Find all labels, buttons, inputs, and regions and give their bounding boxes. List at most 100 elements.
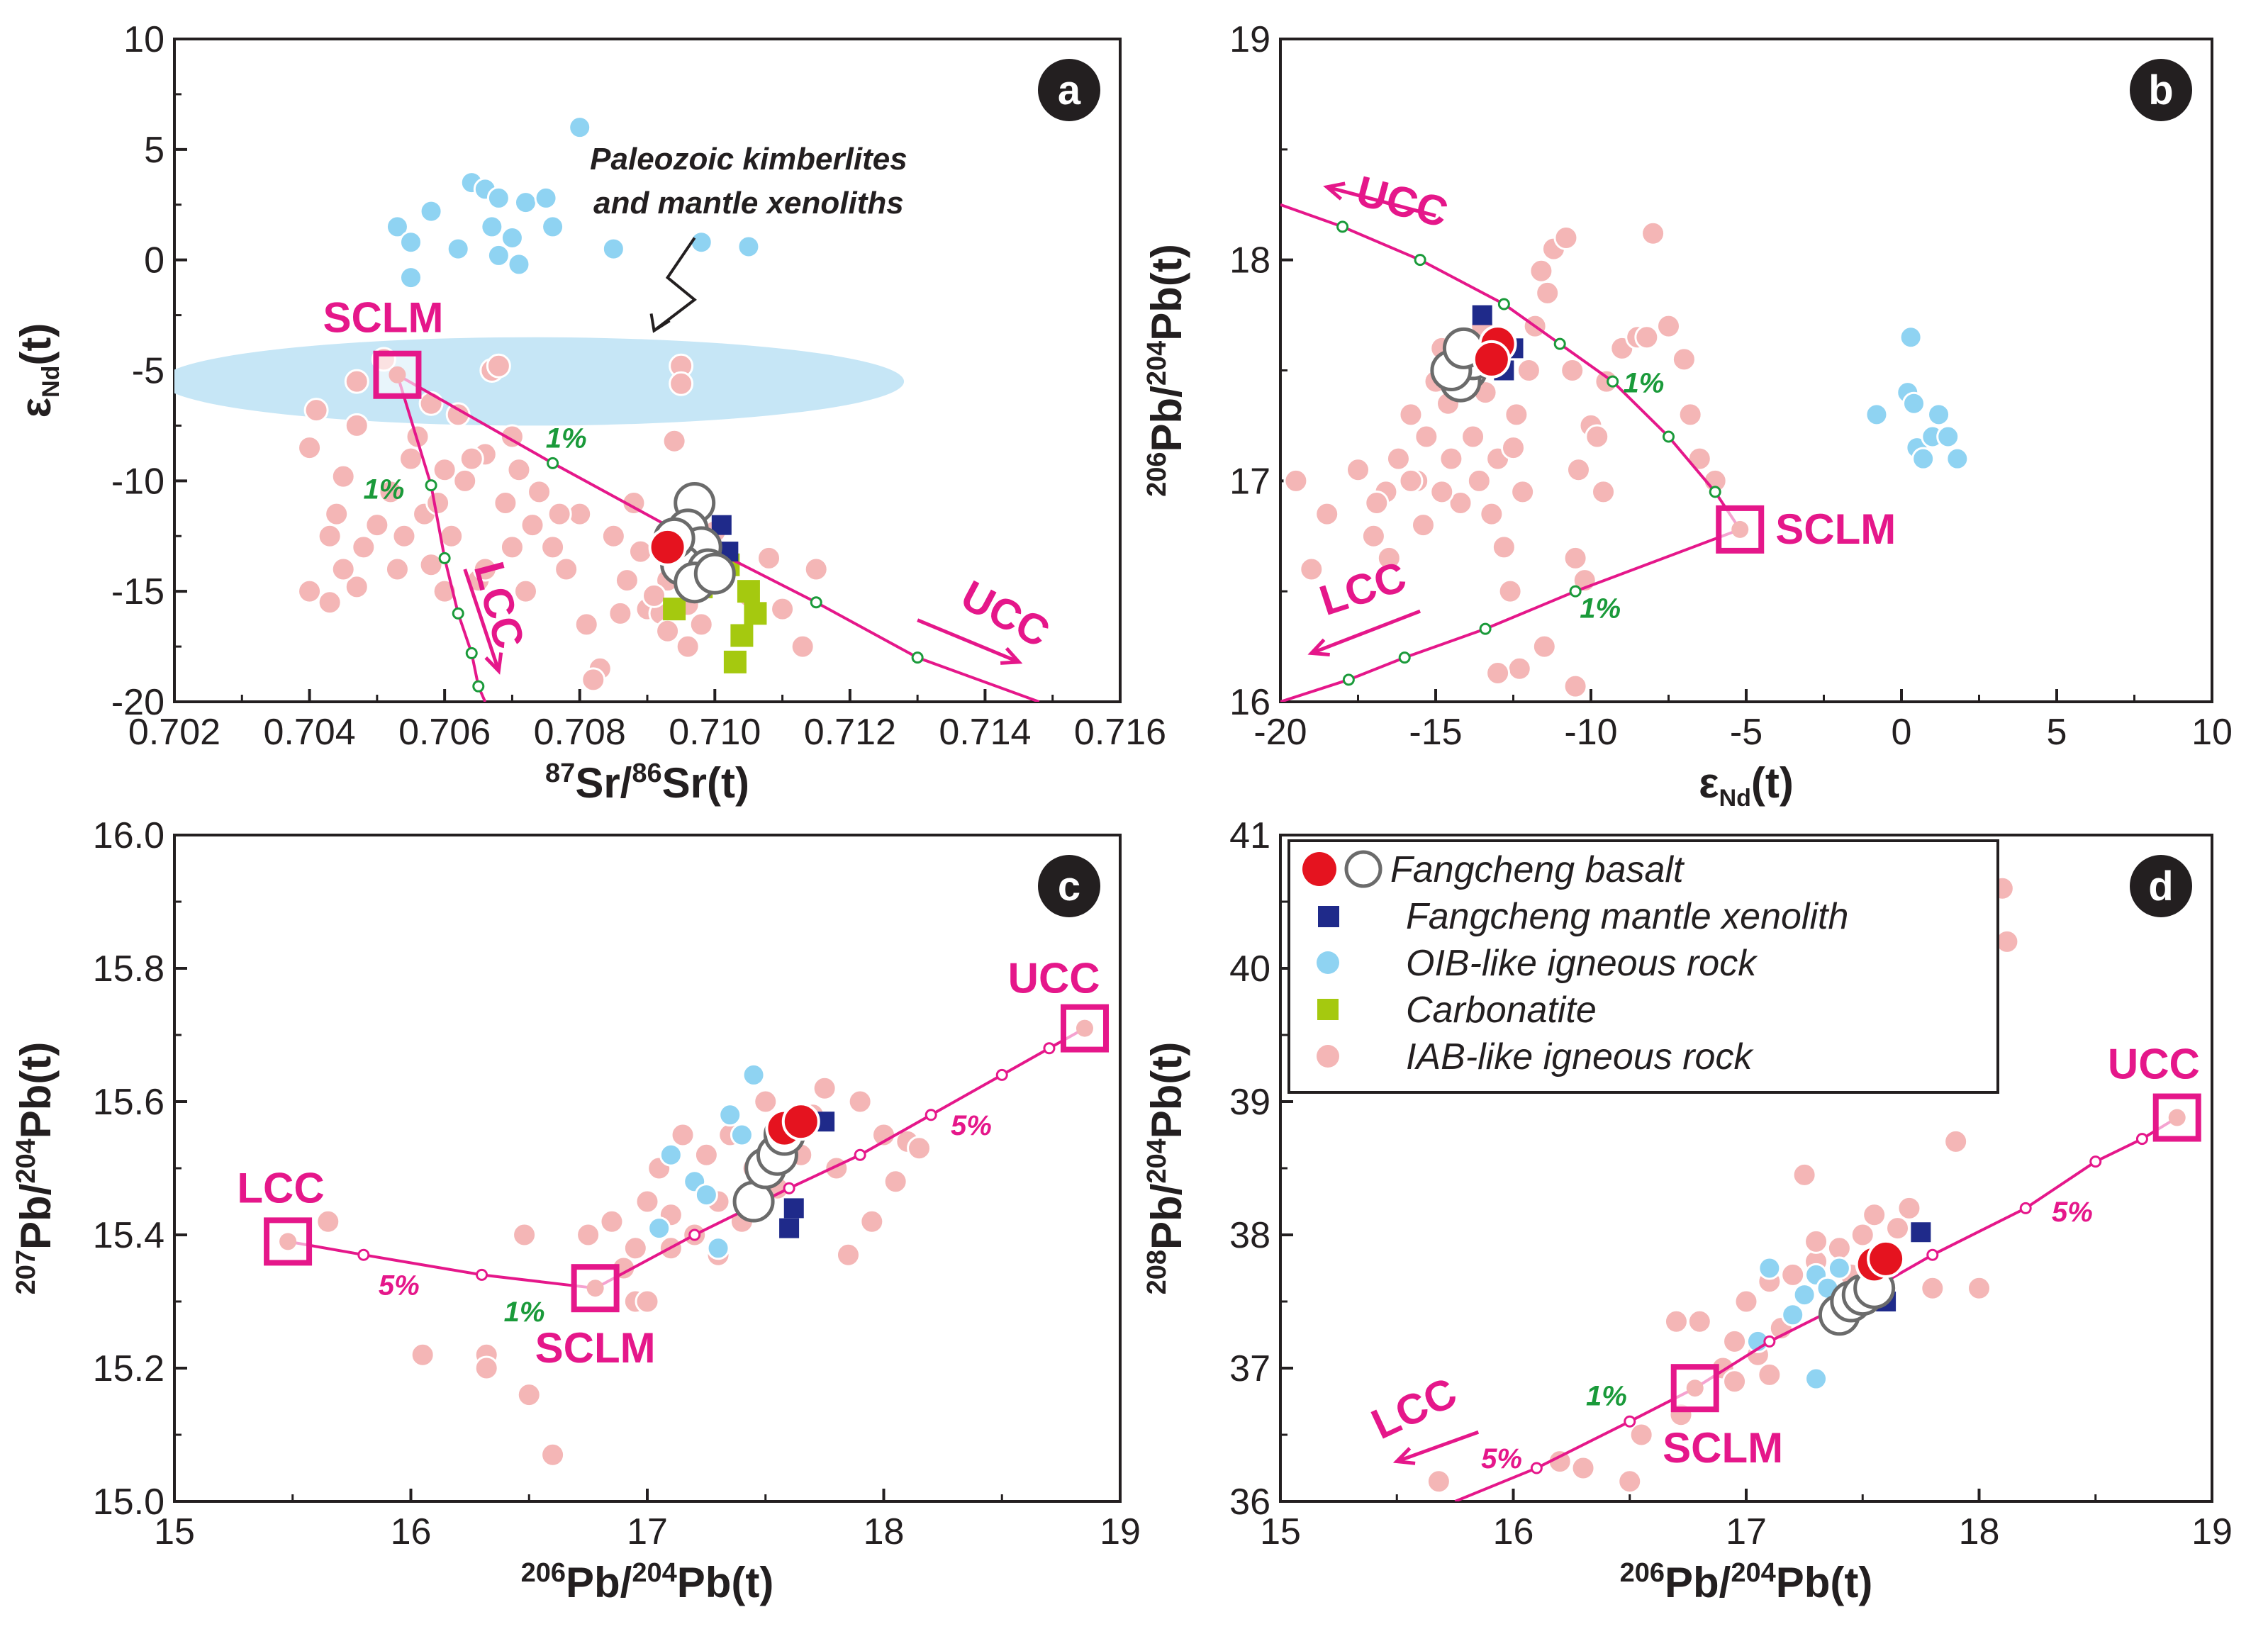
- ucc-label: UCC: [1008, 955, 1100, 1002]
- oib-point: [419, 199, 443, 223]
- mixing-line: [594, 1026, 1085, 1289]
- iab-point: [883, 1169, 908, 1194]
- iab-point: [364, 513, 390, 538]
- y-axis-label-part: Pb(t): [1143, 244, 1190, 341]
- mixing-tick: [911, 651, 924, 664]
- oib-point: [1902, 391, 1926, 415]
- annotation-line-1: Paleozoic kimberlites: [590, 142, 907, 177]
- plot-area: [174, 116, 1040, 702]
- pct-label: 5%: [379, 1270, 420, 1301]
- mixing-tick: [452, 607, 464, 620]
- x-tick-label: -5: [1730, 712, 1763, 753]
- iab-point: [1591, 479, 1616, 505]
- oib-point: [507, 252, 531, 276]
- iab-point: [1346, 457, 1370, 483]
- x-tick-label: 18: [1959, 1511, 2000, 1552]
- iab-point: [1299, 556, 1324, 582]
- lcc-arrow: [1310, 609, 1421, 655]
- iab-point: [516, 1382, 542, 1408]
- legend-label: Fangcheng mantle xenolith: [1406, 896, 1848, 937]
- iab-point: [600, 523, 626, 549]
- oib-point: [737, 235, 761, 259]
- x-axis-label-part: Pb(t): [1776, 1559, 1873, 1606]
- x-tick-label: 0.702: [128, 712, 220, 753]
- iab-point: [655, 618, 681, 644]
- iab-point: [1439, 446, 1464, 471]
- iab-point: [1687, 1309, 1712, 1334]
- lcc-arrow: [1396, 1430, 1480, 1463]
- oib-point: [446, 237, 470, 261]
- iab-point: [512, 1222, 537, 1248]
- iab-point: [317, 590, 342, 615]
- x-tick-label: 0.716: [1074, 712, 1166, 753]
- oib-point: [513, 191, 537, 215]
- iab-point: [1617, 1469, 1643, 1494]
- iab-point: [384, 556, 410, 582]
- iab-point: [1361, 523, 1386, 549]
- iab-point: [1641, 220, 1666, 246]
- panel-letter: b: [2148, 67, 2173, 113]
- lcc-arrow-head: [1392, 1447, 1416, 1465]
- y-tick-label: -5: [132, 351, 164, 392]
- mixing-tick: [465, 646, 478, 659]
- ucc-arrow-head: [1000, 646, 1023, 665]
- iab-point: [324, 501, 350, 527]
- x-axis-label-part: Pb/: [1665, 1559, 1731, 1606]
- plot-area: [287, 1026, 1085, 1467]
- mixing-tick: [995, 1068, 1008, 1081]
- mixing-tick: [2089, 1155, 2102, 1168]
- iab-point: [344, 369, 369, 394]
- y-axis-label-part: 207: [11, 1250, 41, 1294]
- oib-point: [601, 237, 625, 261]
- panel-letter-badge: [1038, 855, 1100, 917]
- legend-xenolith-icon: [1318, 906, 1339, 927]
- basalt-point: [648, 527, 687, 566]
- y-tick-label: 15.8: [93, 948, 164, 990]
- y-axis-label-part: Pb(t): [12, 1042, 60, 1139]
- iab-point: [642, 583, 667, 608]
- iab-point: [486, 353, 511, 379]
- iab-point: [1385, 446, 1411, 471]
- iab-point: [1516, 358, 1541, 383]
- iab-point: [554, 556, 579, 582]
- lcc-arrow-head: [1307, 638, 1330, 657]
- iab-point: [540, 1442, 566, 1467]
- iab-point: [499, 534, 525, 560]
- oib-point: [1758, 1256, 1782, 1280]
- x-tick-label: 5: [2047, 712, 2067, 753]
- oib-point: [1899, 325, 1923, 349]
- mixing-tick: [476, 1268, 488, 1281]
- legend-label: Fangcheng basalt: [1390, 849, 1685, 890]
- iab-point: [835, 1242, 861, 1267]
- iab-point: [688, 612, 714, 637]
- mixing-tick: [1342, 673, 1355, 686]
- mixing-tick: [783, 1182, 795, 1194]
- sclm-box-center: [1731, 520, 1749, 538]
- iab-point: [635, 1289, 660, 1314]
- pct-label: 5%: [951, 1110, 992, 1141]
- basalt-open-point: [693, 552, 736, 595]
- iab-point: [1943, 1129, 1969, 1154]
- iab-point: [635, 1189, 660, 1214]
- xenolith-point: [783, 1198, 804, 1219]
- oib-point: [1927, 403, 1951, 427]
- ucc-label: UCC: [2108, 1041, 2200, 1088]
- iab-point: [1563, 545, 1588, 571]
- iab-point: [474, 1355, 499, 1381]
- iab-point: [1885, 1216, 1911, 1241]
- pct-label: 1%: [546, 423, 587, 454]
- x-tick-label: 0.706: [398, 712, 491, 753]
- oib-point: [1827, 1256, 1851, 1280]
- iab-point: [520, 513, 545, 538]
- ucc-arrow: [1326, 185, 1436, 218]
- oib-point: [1781, 1303, 1805, 1327]
- iab-point: [1529, 258, 1554, 284]
- pct-label: 1%: [1580, 593, 1621, 625]
- oib-point: [1911, 447, 1935, 471]
- iab-point: [614, 568, 639, 593]
- pct-label: 1%: [1624, 368, 1665, 399]
- mixing-tick: [1530, 1462, 1543, 1474]
- y-tick-label: 17: [1229, 461, 1270, 502]
- oib-point: [486, 243, 510, 267]
- sclm-label: SCLM: [1663, 1424, 1783, 1472]
